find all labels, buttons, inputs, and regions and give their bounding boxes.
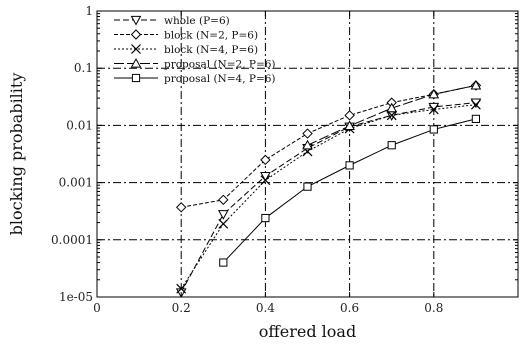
legend-item: whole (P=6): [114, 15, 230, 27]
data-point: [260, 171, 271, 182]
series-line: [180, 104, 476, 289]
data-point: [387, 141, 396, 150]
legend-label: block (N=2, P=6): [164, 30, 258, 42]
data-point: [302, 139, 313, 150]
legend-marker: [130, 57, 142, 68]
series-4: [302, 79, 482, 150]
x-tick-label: 0.2: [172, 301, 191, 315]
y-tick-label: 1: [85, 4, 93, 18]
series-line: [180, 102, 476, 293]
legend-marker: [130, 29, 142, 40]
data-point: [218, 218, 229, 229]
x-tick-label: 0.4: [256, 301, 275, 315]
y-tick-label: 0.1: [74, 61, 93, 75]
legend-marker: [131, 44, 141, 54]
series-line: [181, 84, 477, 208]
clipped-series: [175, 79, 482, 297]
data-point: [386, 110, 397, 121]
x-axis-label: offered load: [259, 322, 356, 341]
tick-layer: 0 0.2 0.4 0.6 0.8 1 0.1 0.01 0.001 0.0001 1e-05: [51, 4, 518, 315]
data-point: [260, 154, 271, 166]
data-point: [260, 175, 271, 186]
x-tick-label: 0.6: [340, 301, 359, 315]
y-tick-label: 0.01: [66, 118, 93, 132]
data-point: [175, 202, 187, 213]
x-tick-label: 0: [93, 301, 101, 315]
data-point: [428, 104, 439, 115]
legend-item: proposal (N=4, P=6): [114, 73, 276, 85]
series-2: [175, 80, 482, 213]
data-point: [345, 161, 354, 170]
grid-lines: [97, 11, 518, 297]
legend-marker: [131, 73, 141, 83]
legend-item: proposal (N=2, P=6): [114, 57, 276, 71]
legend-label: proposal (N=2, P=6): [164, 59, 276, 71]
data-point: [470, 99, 481, 110]
series-5: [219, 114, 480, 267]
legend-label: whole (P=6): [164, 15, 230, 27]
data-point: [429, 125, 438, 134]
y-tick-label: 0.001: [59, 176, 93, 190]
y-axis-label: blocking probability: [7, 73, 26, 236]
plot-frame: [96, 10, 519, 298]
data-point: [428, 88, 440, 99]
data-point: [470, 79, 482, 90]
legend-label: proposal (N=4, P=6): [164, 73, 276, 85]
data-point: [471, 114, 480, 123]
series-layer: [175, 79, 482, 297]
x-tick-label: 0.8: [424, 301, 443, 315]
legend: whole (P=6) block (N=2, P=6) block (N=4, P…: [114, 15, 276, 85]
data-point: [218, 194, 229, 206]
data-point: [176, 283, 187, 294]
legend-item: block (N=2, P=6): [114, 29, 258, 42]
data-point: [344, 110, 355, 121]
data-point: [217, 210, 229, 220]
legend-label: block (N=4, P=6): [164, 44, 258, 56]
data-point: [219, 258, 228, 267]
y-tick-label: 0.0001: [51, 233, 93, 247]
data-point: [344, 120, 355, 131]
data-point: [302, 128, 313, 139]
data-point: [386, 102, 398, 113]
data-point: [261, 213, 270, 223]
legend-marker: [130, 15, 142, 26]
y-tick-label: 1e-05: [59, 290, 93, 304]
data-point: [303, 182, 312, 191]
series-3: [176, 99, 481, 294]
legend-item: block (N=4, P=6): [114, 44, 258, 56]
